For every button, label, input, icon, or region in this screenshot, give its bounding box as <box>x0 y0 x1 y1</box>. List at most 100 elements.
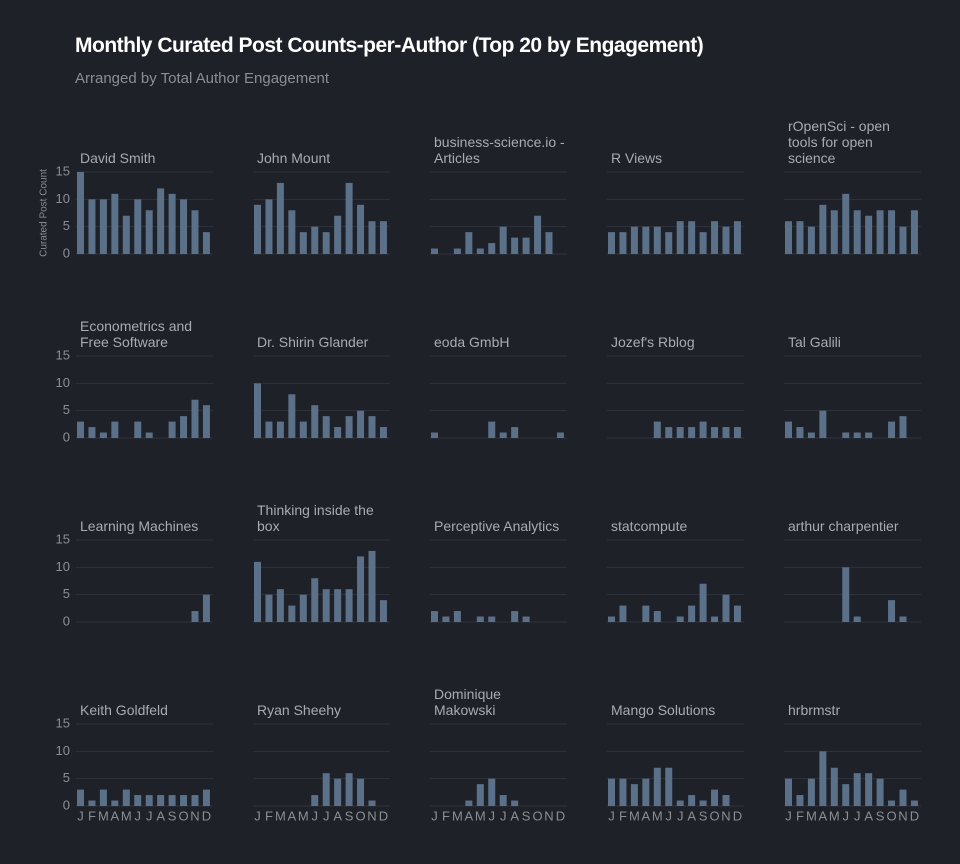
bar <box>807 226 815 254</box>
x-tick-label: M <box>475 808 486 823</box>
chart-subtitle: Arranged by Total Author Engagement <box>75 70 330 87</box>
x-tick-label: O <box>886 808 896 823</box>
x-tick-label: O <box>355 808 365 823</box>
x-tick-label: O <box>532 808 542 823</box>
bar <box>608 616 615 622</box>
bar <box>431 432 438 438</box>
bar <box>476 616 484 622</box>
y-tick-label: 10 <box>56 559 70 574</box>
bar <box>476 784 484 806</box>
bar <box>842 567 850 622</box>
bar <box>819 410 827 438</box>
bar <box>134 421 142 438</box>
bar <box>499 795 507 806</box>
x-tick-label: A <box>333 808 342 823</box>
bar <box>653 226 661 254</box>
bar <box>619 232 627 254</box>
bar <box>379 600 387 622</box>
panel-title: arthur charpentier <box>788 518 899 534</box>
x-tick-label: M <box>652 808 663 823</box>
bar <box>842 193 850 254</box>
bar <box>830 767 838 806</box>
x-tick-label: S <box>345 808 354 823</box>
bar <box>202 232 210 254</box>
bar <box>711 616 719 622</box>
bar <box>796 795 804 806</box>
x-tick-label: M <box>275 808 286 823</box>
x-tick-label: N <box>544 808 553 823</box>
y-tick-label: 5 <box>63 770 70 785</box>
bar <box>499 432 507 438</box>
bar <box>722 427 730 438</box>
bar <box>191 399 199 438</box>
bar <box>180 795 188 806</box>
x-tick-label: S <box>522 808 531 823</box>
x-tick-label: M <box>452 808 463 823</box>
y-tick-label: 15 <box>56 347 70 362</box>
y-tick-label: 15 <box>56 715 70 730</box>
bar <box>265 199 273 254</box>
bar <box>311 795 319 806</box>
bar <box>511 427 519 438</box>
bar <box>699 583 707 622</box>
bar <box>865 773 873 806</box>
bar <box>276 589 284 622</box>
x-tick-label: A <box>510 808 519 823</box>
bar <box>842 784 850 806</box>
bar <box>265 594 273 622</box>
y-tick-label: 5 <box>63 218 70 233</box>
bar <box>357 204 365 254</box>
bar <box>899 416 907 438</box>
bar <box>322 232 330 254</box>
panel-title: R Views <box>611 150 663 166</box>
bar <box>322 773 330 806</box>
bar <box>379 221 387 254</box>
bar <box>608 778 615 806</box>
bar <box>77 172 84 254</box>
y-tick-label: 10 <box>56 743 70 758</box>
bar <box>910 800 918 806</box>
bar <box>699 232 707 254</box>
bar <box>619 778 627 806</box>
panel-title: hrbrmstr <box>788 702 841 718</box>
bar <box>819 751 827 806</box>
bar <box>488 421 496 438</box>
bar <box>630 226 638 254</box>
bar <box>899 616 907 622</box>
panel-title: eoda GmbH <box>434 334 510 350</box>
bar <box>442 616 450 622</box>
bar <box>357 410 365 438</box>
x-tick-label: J <box>312 808 319 823</box>
x-tick-label: F <box>442 808 450 823</box>
bar <box>630 784 638 806</box>
bar <box>642 226 650 254</box>
bar <box>288 605 296 622</box>
bar <box>853 432 861 438</box>
bar <box>819 204 827 254</box>
x-tick-label: D <box>556 808 565 823</box>
bar <box>334 589 342 622</box>
x-tick-label: J <box>500 808 507 823</box>
bar <box>642 605 650 622</box>
bar <box>688 427 696 438</box>
y-tick-label: 0 <box>63 613 70 628</box>
bar <box>499 226 507 254</box>
bar <box>642 778 650 806</box>
panel-title: business-science.io - Articles <box>434 134 565 166</box>
x-tick-label: N <box>367 808 376 823</box>
bar <box>842 432 850 438</box>
x-tick-label: A <box>687 808 696 823</box>
x-tick-label: N <box>721 808 730 823</box>
y-tick-label: 5 <box>63 402 70 417</box>
bar <box>276 182 284 254</box>
x-tick-label: F <box>619 808 627 823</box>
bar <box>345 589 353 622</box>
x-tick-label: N <box>190 808 199 823</box>
bar <box>545 232 553 254</box>
bar <box>431 611 438 622</box>
panel-title: David Smith <box>80 150 156 166</box>
x-tick-label: D <box>910 808 919 823</box>
bar <box>665 767 673 806</box>
bar <box>522 237 530 254</box>
